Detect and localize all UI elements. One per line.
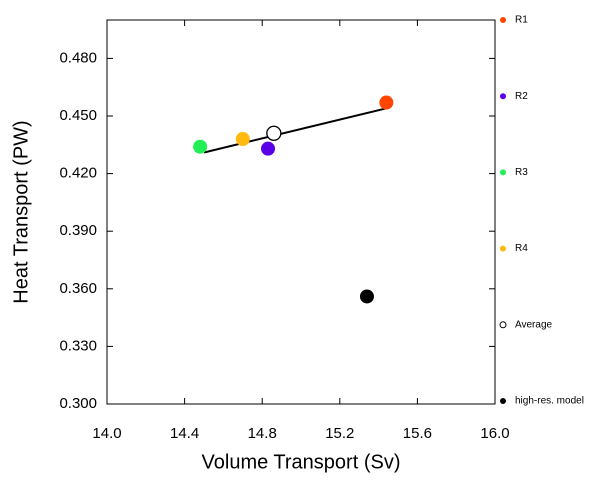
y-axis-label: Heat Transport (PW) <box>10 120 32 303</box>
point <box>266 125 282 141</box>
legend-marker <box>500 93 506 100</box>
legend-marker <box>500 169 506 176</box>
y-tick-label: 0.480 <box>59 49 97 66</box>
x-tick-label: 14.8 <box>248 425 277 442</box>
legend-label: R2 <box>515 91 528 102</box>
legend-label: R4 <box>515 243 528 254</box>
point <box>359 289 374 304</box>
legend-marker <box>500 245 506 252</box>
y-tick-label: 0.330 <box>59 337 97 354</box>
legend-label: R3 <box>515 167 528 178</box>
y-tick-label: 0.360 <box>59 280 97 297</box>
y-tick-label: 0.390 <box>59 222 97 239</box>
x-tick-label: 15.2 <box>325 425 354 442</box>
legend-marker <box>500 17 506 23</box>
legend-marker <box>500 398 506 404</box>
legend-label: R1 <box>515 15 528 26</box>
point <box>379 95 394 110</box>
x-axis-label: Volume Transport (Sv) <box>202 451 401 473</box>
y-tick-label: 0.300 <box>59 395 97 412</box>
legend-label: high-res. model <box>515 396 584 407</box>
y-tick-label: 0.420 <box>59 165 97 182</box>
x-tick-label: 14.4 <box>170 425 199 442</box>
point <box>193 139 208 154</box>
legend-marker <box>499 321 507 329</box>
point <box>261 141 276 156</box>
x-tick-label: 16.0 <box>480 425 509 442</box>
x-tick-label: 15.6 <box>403 425 432 442</box>
plot-frame <box>106 19 496 405</box>
x-tick-label: 14.0 <box>92 425 121 442</box>
legend-label: Average <box>515 319 553 330</box>
y-tick-label: 0.450 <box>59 107 97 124</box>
fit-line <box>203 107 387 154</box>
point <box>235 132 250 147</box>
